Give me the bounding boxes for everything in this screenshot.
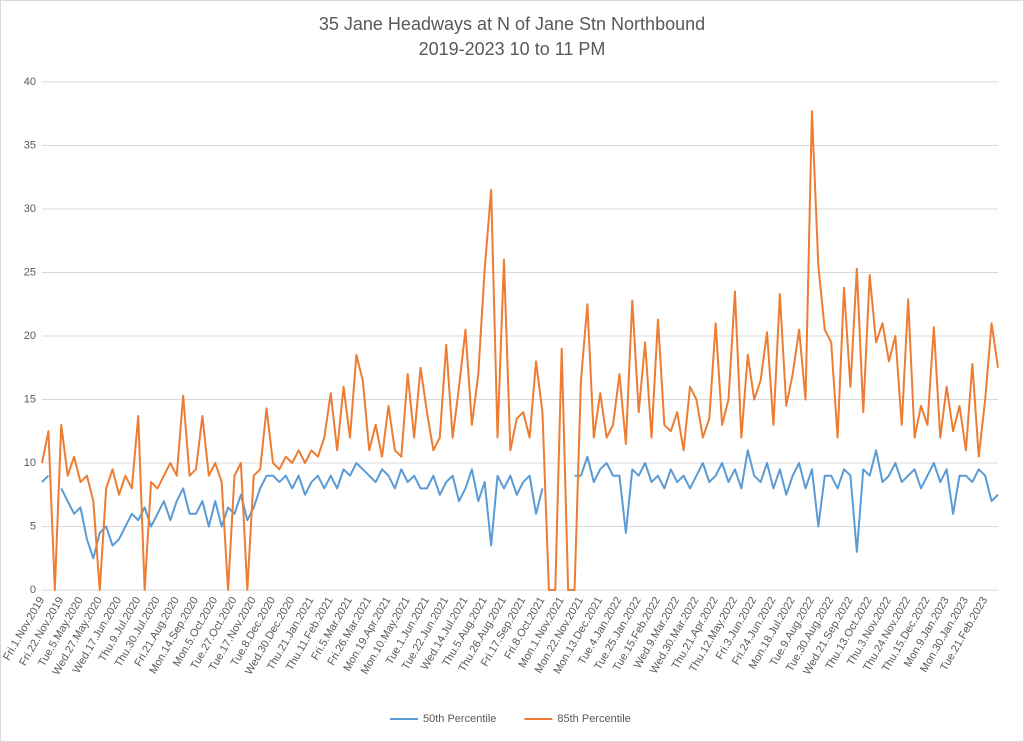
y-tick-label: 5: [30, 520, 36, 532]
series-line: [41, 110, 999, 591]
y-tick-label: 40: [24, 76, 36, 88]
y-tick-label: 25: [24, 266, 36, 278]
y-tick-label: 35: [24, 139, 36, 151]
y-tick-label: 30: [24, 203, 36, 215]
legend-label: 50th Percentile: [423, 713, 496, 725]
y-tick-label: 10: [24, 457, 36, 469]
y-tick-label: 20: [24, 330, 36, 342]
chart-title: 35 Jane Headways at N of Jane Stn Northb…: [319, 14, 705, 34]
y-tick-label: 15: [24, 393, 36, 405]
legend-label: 85th Percentile: [557, 713, 630, 725]
chart-subtitle: 2019-2023 10 to 11 PM: [419, 39, 606, 59]
y-tick-label: 0: [30, 584, 36, 596]
